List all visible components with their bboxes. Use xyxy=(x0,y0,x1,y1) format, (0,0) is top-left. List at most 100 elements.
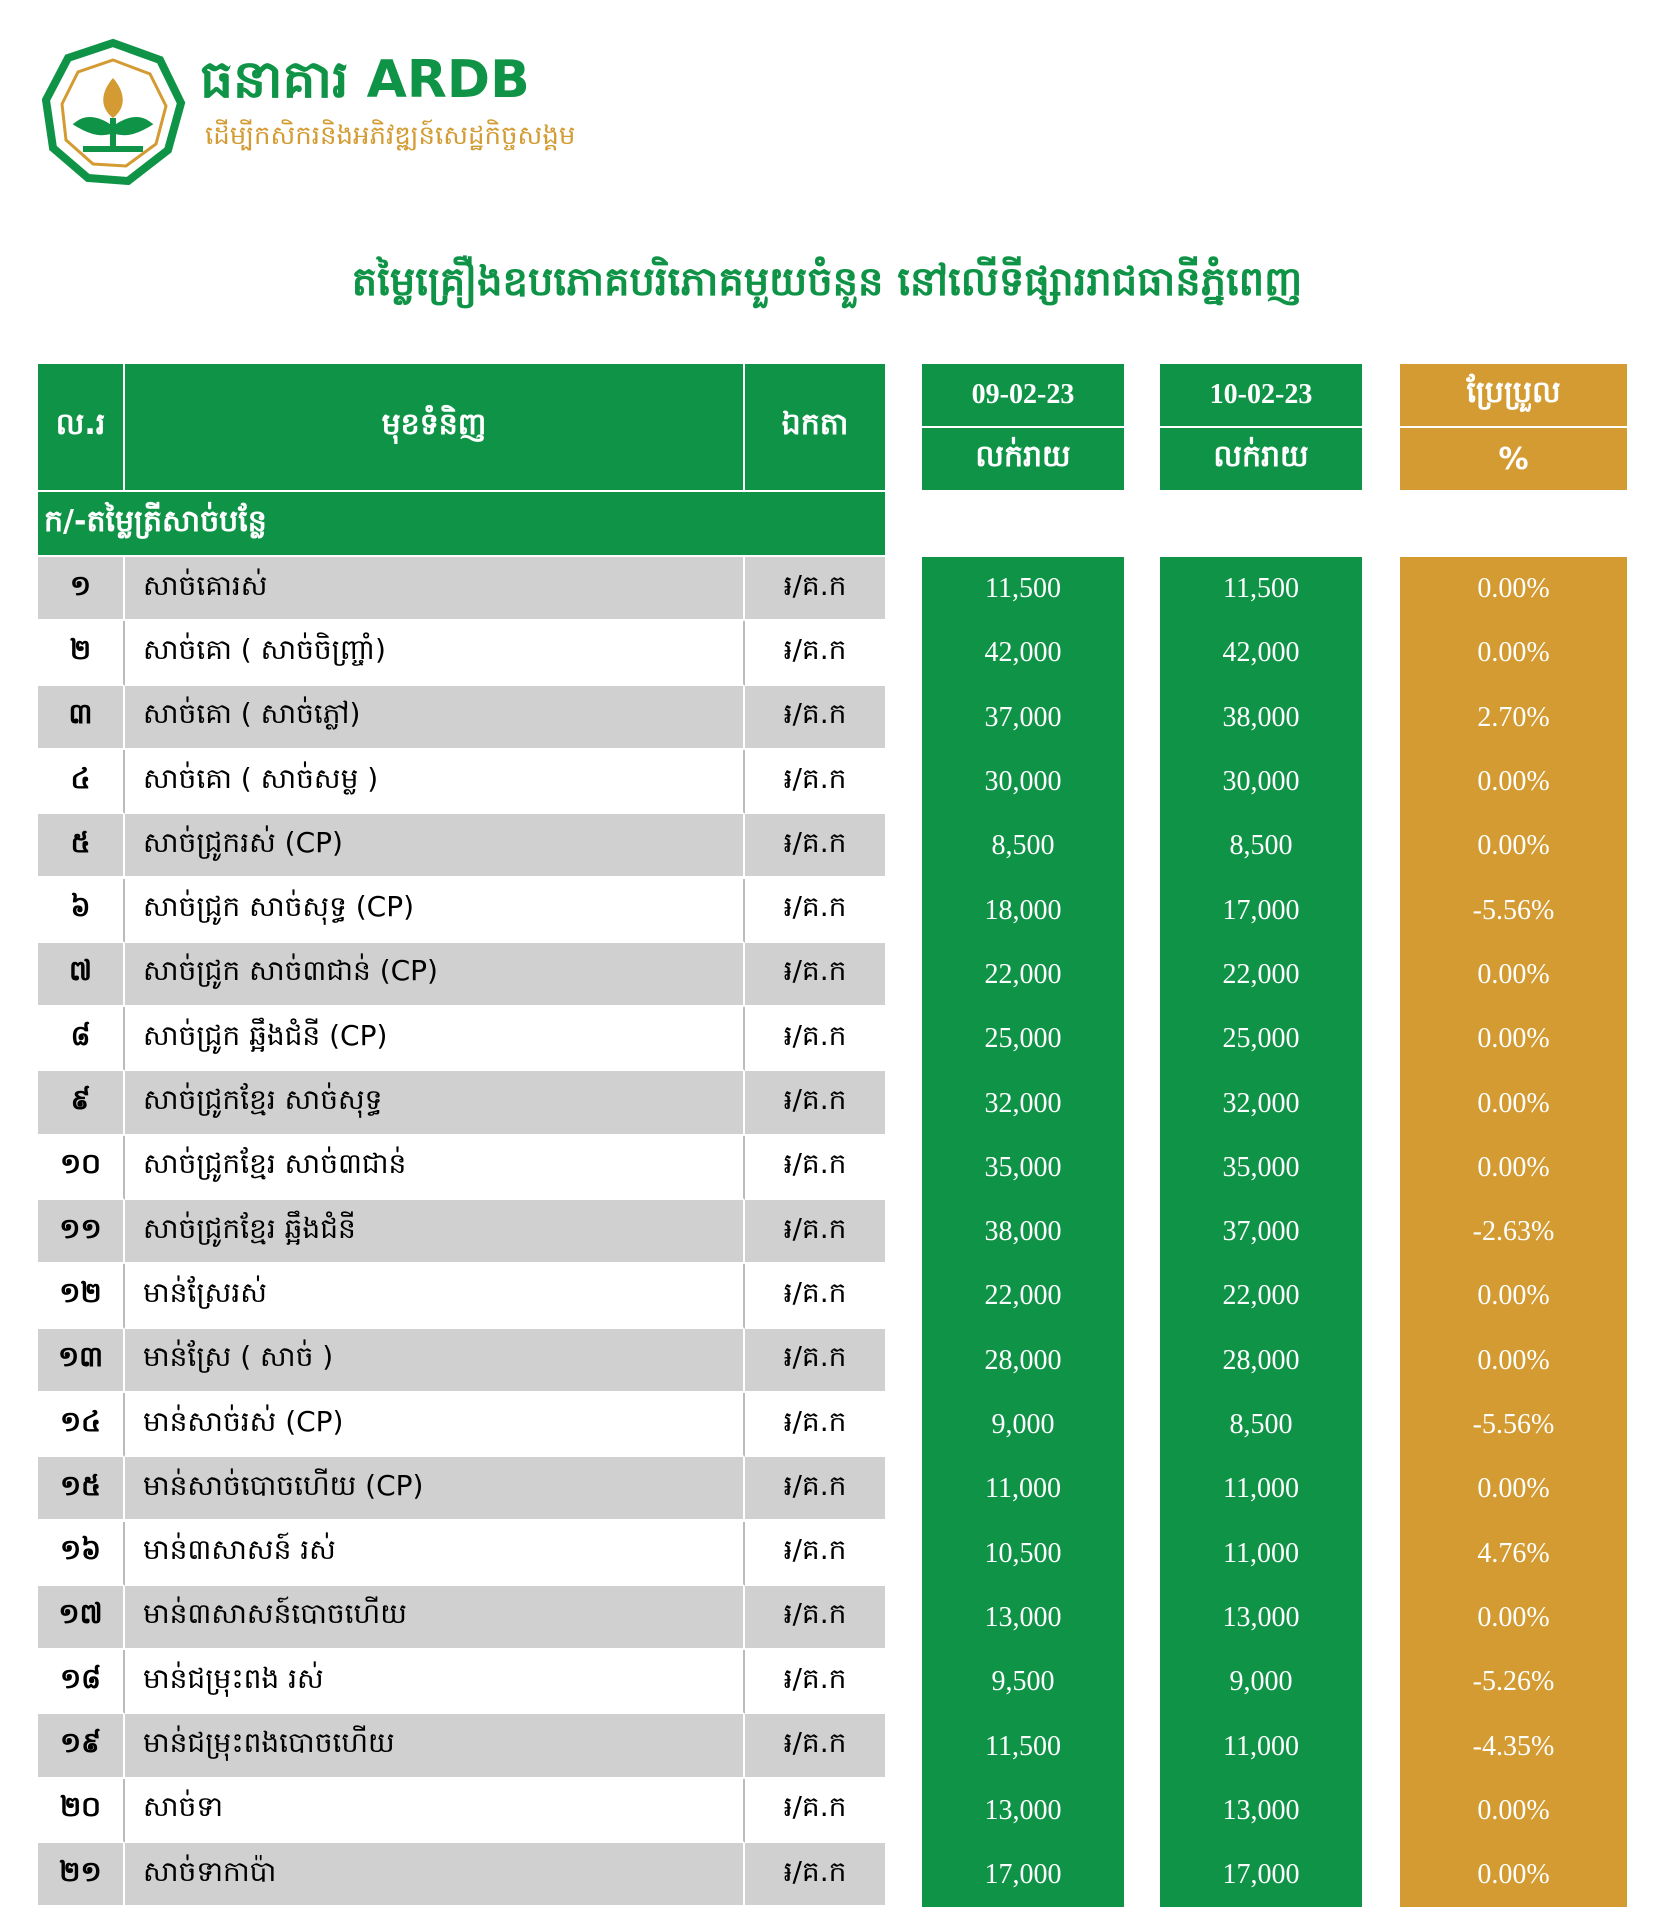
change-pct: 0.00% xyxy=(1477,1087,1550,1119)
item-name: សាច់ទា xyxy=(125,1778,745,1843)
price: 22,000 xyxy=(984,1280,1062,1312)
price: 18,000 xyxy=(984,894,1062,926)
price: 8,500 xyxy=(1229,830,1293,862)
price: 37,000 xyxy=(1222,1216,1300,1248)
unit: ៛/គ.ក xyxy=(745,749,885,815)
price: 38,000 xyxy=(984,1216,1062,1248)
row-number: ៦ xyxy=(38,878,125,943)
item-name: សាច់ជ្រូក សាច់៣ជាន់ (CP) xyxy=(125,942,745,1008)
unit: ៛/គ.ក xyxy=(745,1457,885,1522)
change-pct: 0.00% xyxy=(1477,1794,1550,1826)
change-pct: 2.70% xyxy=(1477,701,1550,733)
change-pct: 0.00% xyxy=(1477,637,1550,669)
row-number: ៤ xyxy=(38,749,125,815)
row-number: ១ xyxy=(38,557,125,622)
price: 32,000 xyxy=(1222,1087,1300,1119)
item-name: សាច់ជ្រូក ឆ្អឹងជំនី (CP) xyxy=(125,1007,745,1072)
row-number: ១៩ xyxy=(38,1714,125,1779)
price: 22,000 xyxy=(984,958,1062,990)
unit: ៛/គ.ក xyxy=(745,1007,885,1072)
price: 42,000 xyxy=(1222,637,1300,669)
row-number: ១០ xyxy=(38,1135,125,1200)
price: 30,000 xyxy=(984,766,1062,798)
change-pct: -4.35% xyxy=(1472,1730,1555,1762)
change-pct: 0.00% xyxy=(1477,958,1550,990)
price: 11,000 xyxy=(985,1473,1061,1505)
row-number: ១៥ xyxy=(38,1457,125,1522)
change-pct: 0.00% xyxy=(1477,1280,1550,1312)
header-cell: ឯកតា xyxy=(745,364,885,490)
sub-header: លក់រាយ xyxy=(1160,428,1362,490)
column-bg xyxy=(1400,557,1627,1908)
price: 25,000 xyxy=(1222,1023,1300,1055)
change-pct: 0.00% xyxy=(1477,1023,1550,1055)
item-name: សាច់ជ្រូករស់ (CP) xyxy=(125,814,745,879)
item-name: មាន់ស្រែ ( សាច់ ) xyxy=(125,1328,745,1393)
bank-name: ធនាគារ ARDB xyxy=(200,50,530,110)
change-sub-header: % xyxy=(1400,428,1627,490)
row-number: ១៧ xyxy=(38,1585,125,1651)
price: 28,000 xyxy=(984,1344,1062,1376)
change-pct: 0.00% xyxy=(1477,766,1550,798)
item-name: មាន់៣សាសន៍បោចហើយ xyxy=(125,1585,745,1651)
item-name: មាន់ជម្រុះពង រស់ xyxy=(125,1650,745,1715)
change-pct: -5.26% xyxy=(1472,1666,1555,1698)
item-name: សាច់ទាកាប៉ា xyxy=(125,1843,745,1908)
price: 17,000 xyxy=(1222,894,1300,926)
unit: ៛/គ.ក xyxy=(745,1521,885,1586)
price: 11,500 xyxy=(985,573,1061,605)
column-bg xyxy=(1160,557,1362,1908)
unit: ៛/គ.ក xyxy=(745,1585,885,1651)
change-pct: 0.00% xyxy=(1477,830,1550,862)
price: 17,000 xyxy=(1222,1859,1300,1891)
row-number: ៧ xyxy=(38,942,125,1008)
price: 11,500 xyxy=(1223,573,1299,605)
price: 10,500 xyxy=(984,1537,1062,1569)
unit: ៛/គ.ក xyxy=(745,1135,885,1200)
item-name: សាច់ជ្រូកខ្មែរ ឆ្អឹងជំនី xyxy=(125,1200,745,1265)
unit: ៛/គ.ក xyxy=(745,942,885,1008)
unit: ៛/គ.ក xyxy=(745,1200,885,1265)
unit: ៛/គ.ក xyxy=(745,878,885,943)
item-name: សាច់គោរស់ xyxy=(125,557,745,622)
change-header: ប្រែប្រួល xyxy=(1400,364,1627,428)
unit: ៛/គ.ក xyxy=(745,1264,885,1329)
row-number: ២ xyxy=(38,621,125,686)
row-number: ៩ xyxy=(38,1071,125,1136)
unit: ៛/គ.ក xyxy=(745,1328,885,1393)
change-pct: -2.63% xyxy=(1472,1216,1555,1248)
price: 8,500 xyxy=(1229,1409,1293,1441)
date-header: 10-02-23 xyxy=(1160,364,1362,428)
item-name: មាន់ជម្រុះពងបោចហើយ xyxy=(125,1714,745,1779)
row-number: ១៦ xyxy=(38,1521,125,1586)
price: 9,500 xyxy=(991,1666,1055,1698)
row-number: ៥ xyxy=(38,814,125,879)
item-name: សាច់ជ្រូកខ្មែរ សាច់សុទ្ធ xyxy=(125,1071,745,1136)
header-cell: មុខទំនិញ xyxy=(125,364,745,490)
price: 13,000 xyxy=(984,1601,1062,1633)
row-number: ១៤ xyxy=(38,1392,125,1458)
tagline: ដើម្បីកសិករនិងអភិវឌ្ឍន៍សេដ្ឋកិច្ចសង្គម xyxy=(205,121,576,151)
change-pct: 0.00% xyxy=(1477,1601,1550,1633)
unit: ៛/គ.ក xyxy=(745,685,885,750)
change-pct: -5.56% xyxy=(1472,894,1555,926)
unit: ៛/គ.ក xyxy=(745,1650,885,1715)
unit: ៛/គ.ក xyxy=(745,621,885,686)
item-name: សាច់គោ ( សាច់ភ្លៅ) xyxy=(125,685,745,750)
price: 38,000 xyxy=(1222,701,1300,733)
price: 13,000 xyxy=(984,1794,1062,1826)
price: 32,000 xyxy=(984,1087,1062,1119)
row-number: ១១ xyxy=(38,1200,125,1265)
price: 22,000 xyxy=(1222,958,1300,990)
item-name: សាច់ជ្រូក សាច់សុទ្ធ (CP) xyxy=(125,878,745,943)
price: 11,000 xyxy=(1223,1537,1299,1569)
sub-header: លក់រាយ xyxy=(922,428,1124,490)
item-name: មាន់សាច់រស់ (CP) xyxy=(125,1392,745,1458)
section-label: ក/-តម្លៃត្រីសាច់បន្លែ xyxy=(38,490,885,555)
unit: ៛/គ.ក xyxy=(745,814,885,879)
change-pct: 0.00% xyxy=(1477,573,1550,605)
price: 28,000 xyxy=(1222,1344,1300,1376)
price: 25,000 xyxy=(984,1023,1062,1055)
change-pct: 4.76% xyxy=(1477,1537,1550,1569)
